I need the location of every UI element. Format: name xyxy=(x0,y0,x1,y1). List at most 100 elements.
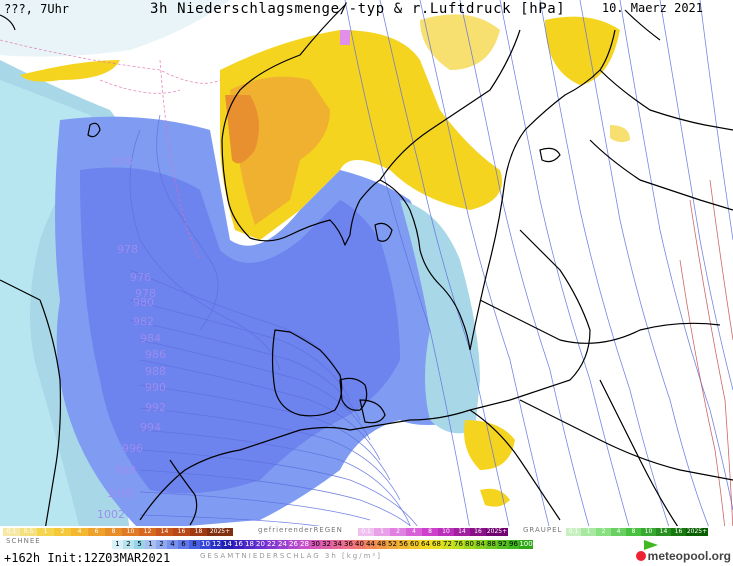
pressure-label: 978 xyxy=(117,243,138,256)
total-scale-item: 10 xyxy=(200,540,211,549)
snow-scale-item: 8 xyxy=(105,528,122,536)
graupel-scale-item: 16 xyxy=(671,528,686,536)
snow-north-light xyxy=(0,0,230,57)
snow-area-south-2 xyxy=(480,488,510,507)
total-scale-item: 84 xyxy=(475,540,486,549)
total-scale-item: 34 xyxy=(332,540,343,549)
total-scale-item: 88 xyxy=(486,540,497,549)
map-title: 3h Niederschlagsmenge/-typ & r.Luftdruck… xyxy=(150,1,566,17)
isobar-lines-warm xyxy=(679,179,733,530)
total-scale-item: 60 xyxy=(409,540,420,549)
graupel-scale-item: 14 xyxy=(656,528,671,536)
total-scale-item: 16 xyxy=(233,540,244,549)
map-date: 10. Maerz 2021 xyxy=(601,1,703,15)
total-scale-item: 1 xyxy=(112,540,123,549)
total-scale-item: 22 xyxy=(266,540,277,549)
total-scale-item: 8 xyxy=(189,540,200,549)
graupel-scale-item: 4 xyxy=(611,528,626,536)
snow-scale-item: 1 xyxy=(37,528,54,536)
graupel-scale-item: 0.1 xyxy=(566,528,581,536)
map-header: ???, 7Uhr 3h Niederschlagsmenge/-typ & r… xyxy=(0,0,733,20)
total-scale-item: 96 xyxy=(508,540,519,549)
brand-logo: meteopool.org xyxy=(635,549,731,563)
total-scale-item: 4 xyxy=(167,540,178,549)
total-scale-item: 48 xyxy=(376,540,387,549)
total-scale-item: 5 xyxy=(134,540,145,549)
light-rain-east xyxy=(400,200,480,434)
freezing-scale-item: 2025+ xyxy=(486,528,508,536)
freezing-scale-item: 16 xyxy=(470,528,486,536)
graupel-label: GRAUPEL xyxy=(523,526,563,534)
total-scale-item: 80 xyxy=(464,540,475,549)
total-scale-item: 72 xyxy=(442,540,453,549)
pressure-label: 996 xyxy=(122,442,143,455)
total-scale-item: 12 xyxy=(211,540,222,549)
freezing-scale-item: 1 xyxy=(374,528,390,536)
total-scale-item: 14 xyxy=(222,540,233,549)
total-scale-item: 20 xyxy=(255,540,266,549)
pressure-label: 978 xyxy=(112,155,133,168)
snow-scale-item: 10 xyxy=(122,528,139,536)
total-scale-item: 40 xyxy=(354,540,365,549)
snow-scale-item: 0.5 xyxy=(20,528,37,536)
total-scale-item: 68 xyxy=(431,540,442,549)
graupel-scale-item: 8 xyxy=(626,528,641,536)
pressure-label: 980 xyxy=(133,296,154,309)
pressure-label: 1000 xyxy=(107,487,135,500)
total-scale-item: 28 xyxy=(299,540,310,549)
snow-scale-item: 2025+ xyxy=(207,528,233,536)
pressure-label: 998 xyxy=(115,464,136,477)
isobar-lines xyxy=(129,0,733,530)
pressure-label: 1002 xyxy=(97,508,125,521)
snow-area-south xyxy=(464,420,515,470)
forecast-day-label: ???, 7Uhr xyxy=(4,2,70,16)
freezing-scale-item: 10 xyxy=(438,528,454,536)
pressure-label: 982 xyxy=(133,315,154,328)
pressure-label: 976 xyxy=(130,271,151,284)
snow-area-n xyxy=(420,14,500,70)
freezing-level-lines xyxy=(0,39,221,261)
graupel-scale-item: 2 xyxy=(596,528,611,536)
snow-scale-item: 18 xyxy=(190,528,207,536)
total-scale-item: 64 xyxy=(420,540,431,549)
freezing-scale-item: 0.1 xyxy=(358,528,374,536)
total-scale-item: 92 xyxy=(497,540,508,549)
freezing-scale-item: 14 xyxy=(454,528,470,536)
pressure-label: 992 xyxy=(145,401,166,414)
snow-scale-item: 2 xyxy=(54,528,71,536)
total-scale-item: 18 xyxy=(244,540,255,549)
pressure-label: 990 xyxy=(145,381,166,394)
pressure-label: 986 xyxy=(145,348,166,361)
total-scale-item: 76 xyxy=(453,540,464,549)
snow-scale-item: 12 xyxy=(139,528,156,536)
total-scale-item: 6 xyxy=(178,540,189,549)
total-scale-item: 24 xyxy=(277,540,288,549)
total-precip-label: GESAMTNIEDERSCHLAG 3h [kg/m²] xyxy=(200,552,382,560)
total-scale-item: 30 xyxy=(310,540,321,549)
total-scale-item: 2 xyxy=(156,540,167,549)
freezing-rain-scale: 0.1 1 2 4 8 10 14 16 2025+ xyxy=(358,528,508,536)
scale-arrow-icon xyxy=(644,540,658,550)
snow-label: SCHNEE xyxy=(6,537,41,545)
total-scale-item: 52 xyxy=(387,540,398,549)
logo-text: meteopool.org xyxy=(647,549,731,563)
graupel-scale-item: 1 xyxy=(581,528,596,536)
snow-area-east xyxy=(610,125,630,143)
snow-area-nw xyxy=(20,60,120,82)
snow-scale-item: 6 xyxy=(88,528,105,536)
snow-scale: 0.1 0.5 1 2 4 6 8 10 12 14 16 18 2025+ xyxy=(3,528,233,536)
pressure-label: 984 xyxy=(140,332,161,345)
total-scale-item: 100 xyxy=(519,540,533,549)
total-scale-item: 32 xyxy=(321,540,332,549)
pressure-label: 978 xyxy=(135,287,156,300)
total-scale-item: 2 xyxy=(123,540,134,549)
snow-area-orange xyxy=(225,95,259,164)
graupel-scale-item: 2025+ xyxy=(686,528,708,536)
graupel-scale-item: 10 xyxy=(641,528,656,536)
total-scale-item: 56 xyxy=(398,540,409,549)
light-rain-area-2 xyxy=(0,80,100,530)
snow-scale-item: 4 xyxy=(71,528,88,536)
coastlines xyxy=(0,4,733,530)
graupel-scale: 0.1 1 2 4 8 10 14 16 2025+ xyxy=(566,528,708,536)
